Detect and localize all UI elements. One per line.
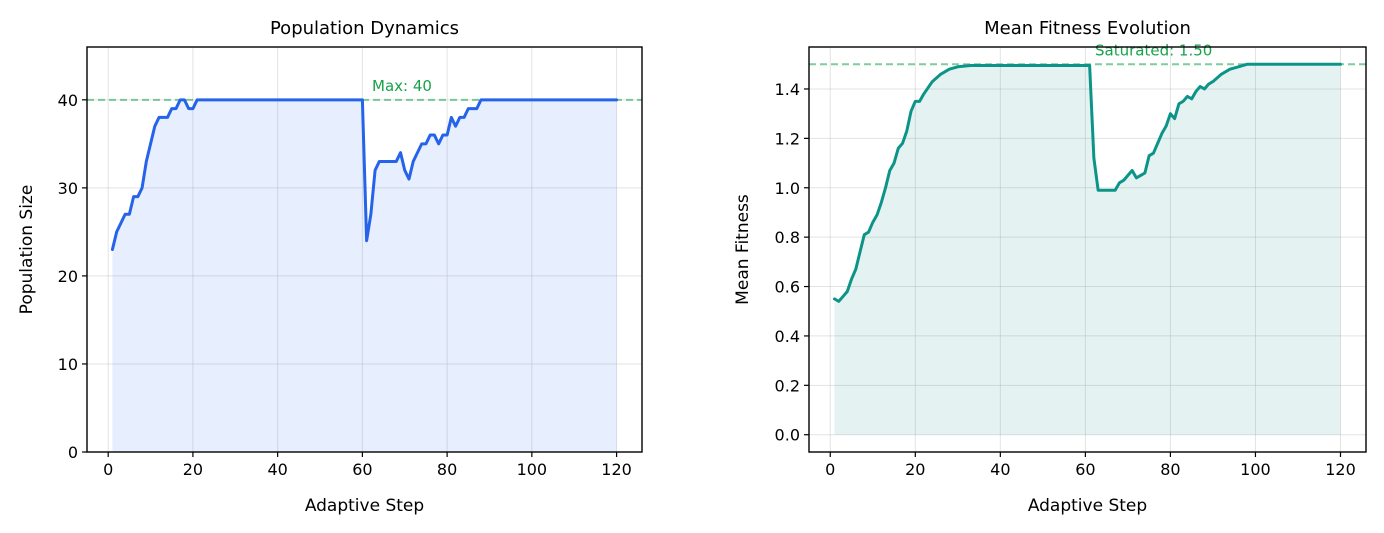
series-line [110,98,619,251]
y-axis-label: Mean Fitness [733,194,753,305]
y-tick-label: 0.4 [775,327,800,346]
y-axis-label: Population Size [17,185,37,315]
y-tick-label: 0.0 [775,426,800,445]
series-area-fill [834,64,1341,435]
y-tick-label: 0.6 [775,278,800,297]
series-area-fill [112,99,617,452]
x-axis-label: Adaptive Step [305,496,424,516]
y-tick-label: 1.0 [775,179,800,198]
x-tick-label: 100 [517,460,548,479]
x-tick-label: 40 [267,460,287,479]
y-tick-label: 0.8 [775,228,800,247]
x-tick-label: 20 [905,460,925,479]
x-tick-label: 120 [601,460,632,479]
x-tick-label: 60 [1075,460,1095,479]
chart-title: Mean Fitness Evolution [984,18,1191,39]
x-tick-label: 80 [1160,460,1180,479]
x-tick-label: 0 [825,460,835,479]
reference-label: Max: 40 [372,77,432,95]
y-tick-label: 30 [58,179,78,198]
mean-fitness-chart: Saturated: 1.50 0 20 40 60 80 100 120 0.0 0.2 0.4 0… [733,18,1367,516]
x-tick-label: 120 [1325,460,1356,479]
y-tick-label: 40 [58,91,78,110]
y-tick-label: 0 [68,443,78,462]
reference-label: Saturated: 1.50 [1095,41,1212,59]
y-tick-label: 1.4 [775,80,800,99]
x-tick-label: 100 [1240,460,1271,479]
x-tick-label: 60 [352,460,372,479]
series-line [833,62,1342,303]
y-tick-label: 20 [58,267,78,286]
y-tick-label: 10 [58,355,78,374]
x-tick-label: 20 [183,460,203,479]
y-tick-label: 1.2 [775,129,800,148]
x-tick-label: 0 [103,460,113,479]
x-tick-label: 80 [437,460,457,479]
plot-frame [808,46,1367,453]
x-axis-label: Adaptive Step [1028,496,1147,516]
y-tick-label: 0.2 [775,376,800,395]
plot-frame [86,46,643,453]
x-tick-label: 40 [990,460,1010,479]
chart-title: Population Dynamics [270,18,459,39]
population-dynamics-chart: Max: 40 0 20 40 60 80 100 120 0 10 20 30 40 Populatio… [17,18,643,516]
